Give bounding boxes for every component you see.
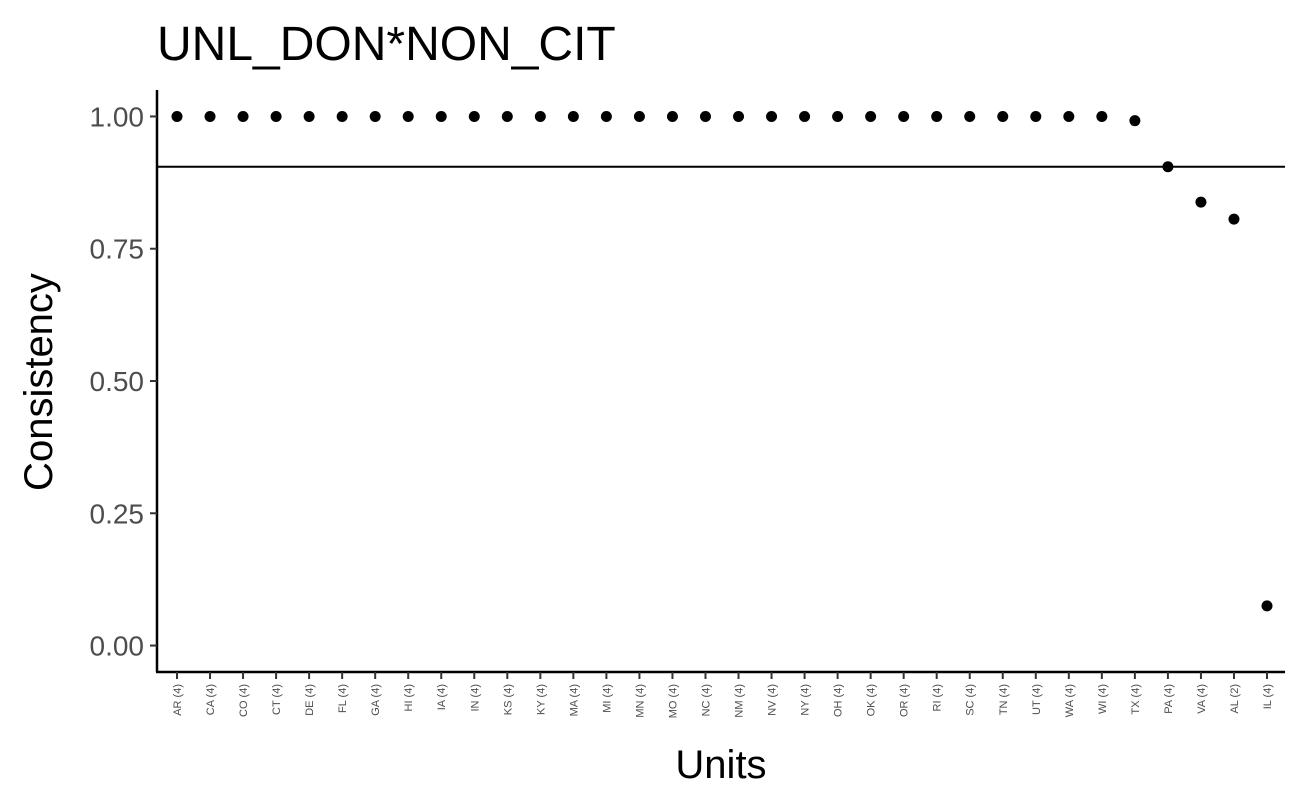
chart-title: UNL_DON*NON_CIT	[157, 18, 616, 71]
x-tick-label: IL (4)	[1262, 684, 1274, 709]
data-point	[402, 110, 414, 122]
data-point	[666, 110, 678, 122]
data-point	[303, 110, 315, 122]
data-point	[237, 110, 249, 122]
data-point	[1030, 110, 1042, 122]
x-tick-label: CO (4)	[238, 684, 250, 717]
x-tick-label: OR (4)	[899, 684, 911, 717]
data-point	[369, 110, 381, 122]
x-tick-label: CA (4)	[205, 684, 217, 715]
x-tick-label: KY (4)	[535, 684, 547, 715]
x-tick-label: HI (4)	[403, 684, 415, 712]
data-point	[567, 110, 579, 122]
x-tick-label: UT (4)	[1031, 684, 1043, 715]
x-tick-label: CT (4)	[271, 684, 283, 715]
x-tick-label: WA (4)	[1064, 684, 1076, 717]
x-tick-label: NY (4)	[800, 684, 812, 716]
x-tick-label: MN (4)	[634, 684, 646, 718]
y-tick-label: 0.50	[90, 366, 145, 397]
x-tick-label: MI (4)	[601, 684, 613, 713]
data-point	[997, 110, 1009, 122]
x-tick-label: AL (2)	[1229, 684, 1241, 714]
data-point	[931, 110, 943, 122]
y-tick-label: 1.00	[90, 101, 145, 132]
data-point	[1129, 115, 1141, 127]
x-tick-label: IN (4)	[469, 684, 481, 712]
data-point	[468, 110, 480, 122]
data-point	[501, 110, 513, 122]
x-tick-label: FL (4)	[337, 684, 349, 713]
x-tick-label: RI (4)	[932, 684, 944, 712]
x-tick-label: SC (4)	[965, 684, 977, 716]
data-points	[171, 110, 1273, 612]
x-tick-label: KS (4)	[502, 684, 514, 715]
data-point	[435, 110, 447, 122]
x-tick-label: MO (4)	[667, 684, 679, 718]
x-tick-label: MA (4)	[568, 684, 580, 716]
data-point	[865, 110, 877, 122]
data-point	[1261, 600, 1273, 612]
x-tick-label: PA (4)	[1163, 684, 1175, 714]
x-tick-label: AR (4)	[172, 684, 184, 716]
x-axis-title: Units	[675, 743, 766, 787]
x-tick-label: NC (4)	[700, 684, 712, 716]
data-point	[766, 110, 778, 122]
data-point	[204, 110, 216, 122]
data-point	[336, 110, 348, 122]
data-point	[799, 110, 811, 122]
x-tick-label: TX (4)	[1130, 684, 1142, 715]
x-tick-label: GA (4)	[370, 684, 382, 716]
x-tick-label: VA (4)	[1196, 684, 1208, 714]
y-tick-label: 0.25	[90, 498, 145, 529]
y-tick-label: 0.75	[90, 234, 145, 265]
data-point	[600, 110, 612, 122]
data-point	[1096, 110, 1108, 122]
x-tick-label: IA (4)	[436, 684, 448, 710]
x-tick-label: OK (4)	[866, 684, 878, 716]
data-point	[633, 110, 645, 122]
y-axis: 0.00 0.25 0.50 0.75 1.00	[90, 90, 159, 672]
data-point	[270, 110, 282, 122]
data-point	[699, 110, 711, 122]
data-point	[1063, 110, 1075, 122]
x-tick-label: OH (4)	[833, 684, 845, 717]
data-point	[1228, 213, 1240, 225]
y-tick-label: 0.00	[90, 631, 145, 662]
y-axis-title: Consistency	[17, 273, 61, 491]
x-tick-label: NM (4)	[734, 684, 746, 718]
x-tick-label: DE (4)	[304, 684, 316, 716]
data-point	[832, 110, 844, 122]
data-point	[1162, 161, 1174, 173]
data-point	[1195, 196, 1207, 208]
data-point	[171, 110, 183, 122]
x-tick-label: TN (4)	[998, 684, 1010, 715]
x-tick-label: NV (4)	[767, 684, 779, 716]
x-axis: AR (4) CA (4) CO (4) CT (4) DE (4) FL (4) GA (…	[156, 670, 1285, 718]
data-point	[898, 110, 910, 122]
data-point	[964, 110, 976, 122]
data-point	[534, 110, 546, 122]
x-tick-label: WI (4)	[1097, 684, 1109, 714]
data-point	[733, 110, 745, 122]
